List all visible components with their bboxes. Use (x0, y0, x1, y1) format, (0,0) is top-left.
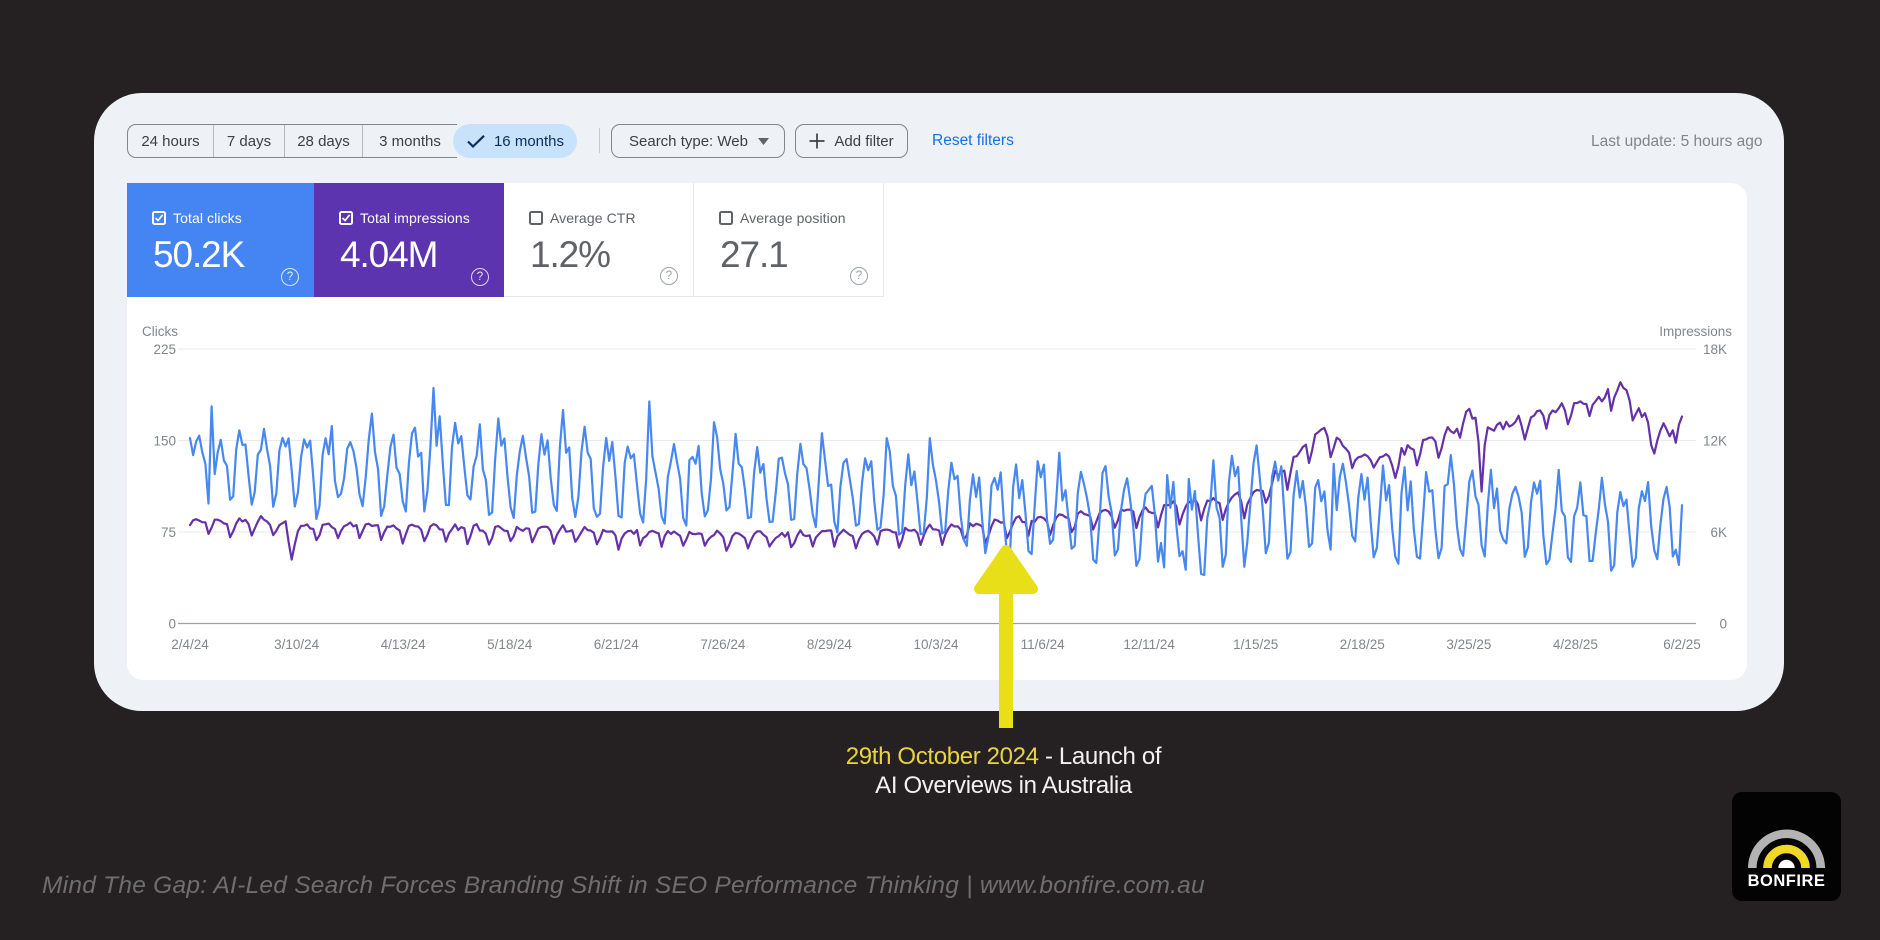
svg-text:4/28/25: 4/28/25 (1553, 637, 1598, 652)
svg-text:BONFIRE: BONFIRE (1748, 872, 1826, 890)
svg-text:6/2/25: 6/2/25 (1663, 637, 1701, 652)
svg-text:3/10/24: 3/10/24 (274, 637, 320, 652)
svg-text:225: 225 (153, 342, 176, 357)
svg-text:12K: 12K (1703, 434, 1727, 449)
svg-text:7/26/24: 7/26/24 (700, 637, 746, 652)
svg-text:2/18/25: 2/18/25 (1340, 637, 1385, 652)
svg-text:5/18/24: 5/18/24 (487, 637, 533, 652)
svg-text:6K: 6K (1710, 525, 1727, 540)
svg-text:1/15/25: 1/15/25 (1233, 637, 1278, 652)
svg-text:18K: 18K (1703, 342, 1727, 357)
svg-text:0: 0 (168, 617, 176, 632)
svg-text:3/25/25: 3/25/25 (1446, 637, 1491, 652)
svg-text:150: 150 (153, 434, 176, 449)
svg-text:11/6/24: 11/6/24 (1021, 637, 1066, 652)
svg-text:8/29/24: 8/29/24 (807, 637, 853, 652)
svg-text:6/21/24: 6/21/24 (594, 637, 640, 652)
svg-text:10/3/24: 10/3/24 (913, 637, 959, 652)
svg-text:2/4/24: 2/4/24 (171, 637, 209, 652)
svg-text:Impressions: Impressions (1659, 324, 1732, 339)
svg-text:4/13/24: 4/13/24 (381, 637, 427, 652)
svg-text:0: 0 (1719, 617, 1727, 632)
svg-text:12/11/24: 12/11/24 (1123, 637, 1175, 652)
svg-text:75: 75 (161, 525, 176, 540)
svg-text:Clicks: Clicks (142, 324, 178, 339)
